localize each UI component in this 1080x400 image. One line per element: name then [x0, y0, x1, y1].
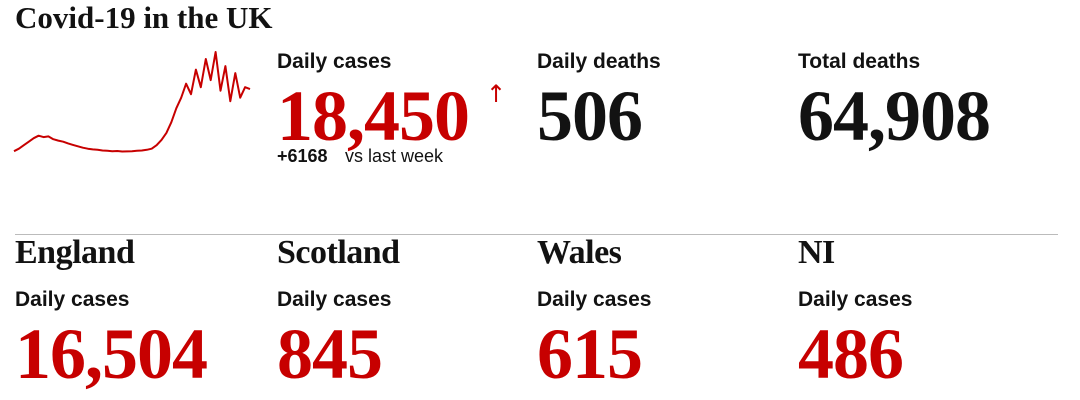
region-value: 486 [798, 314, 904, 394]
sparkline-line [13, 51, 251, 153]
sparkline [13, 51, 251, 153]
stat-label: Daily cases [277, 50, 392, 73]
region-label: Daily cases [537, 288, 652, 311]
stat-value: 18,450 [277, 76, 470, 156]
stat-label: Total deaths [798, 50, 921, 73]
region-value: 615 [537, 314, 643, 394]
region-name: Wales [537, 234, 622, 271]
region-name: England [15, 234, 135, 271]
title: Covid-19 in the UK [15, 0, 273, 35]
region-label: Daily cases [277, 288, 392, 311]
trend-arrow: ↑ [486, 80, 507, 108]
region-value: 845 [277, 314, 383, 394]
region-name: NI [798, 234, 835, 271]
stat-label: Daily deaths [537, 50, 661, 73]
change-note: vs last week [345, 146, 444, 166]
region-value: 16,504 [15, 314, 208, 394]
region-name: Scotland [277, 234, 400, 271]
divider [15, 234, 1058, 235]
change-value: +6168 [277, 146, 328, 166]
region-label: Daily cases [798, 288, 913, 311]
stat-value: 506 [537, 76, 643, 156]
region-label: Daily cases [15, 288, 130, 311]
stat-value: 64,908 [798, 76, 991, 156]
